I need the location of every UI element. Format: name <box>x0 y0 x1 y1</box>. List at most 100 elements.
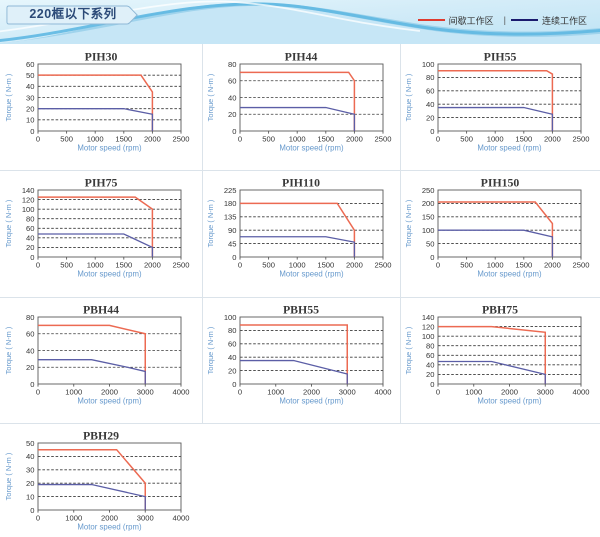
svg-text:60: 60 <box>26 224 34 233</box>
svg-text:Motor speed (rpm): Motor speed (rpm) <box>477 397 542 406</box>
svg-text:20: 20 <box>26 363 34 372</box>
svg-text:0: 0 <box>430 380 434 389</box>
svg-text:40: 40 <box>228 353 236 362</box>
svg-text:1500: 1500 <box>115 135 132 144</box>
svg-text:2500: 2500 <box>573 261 590 270</box>
svg-text:1500: 1500 <box>317 261 334 270</box>
svg-text:40: 40 <box>26 452 34 461</box>
svg-text:40: 40 <box>426 100 434 109</box>
svg-text:40: 40 <box>228 93 236 102</box>
svg-text:2000: 2000 <box>501 388 518 397</box>
svg-text:40: 40 <box>26 82 34 91</box>
svg-text:30: 30 <box>26 93 34 102</box>
svg-text:0: 0 <box>238 388 242 397</box>
svg-text:40: 40 <box>426 361 434 370</box>
svg-text:1500: 1500 <box>515 261 532 270</box>
svg-text:1000: 1000 <box>87 261 104 270</box>
svg-text:45: 45 <box>228 239 236 248</box>
svg-text:2500: 2500 <box>375 261 392 270</box>
svg-text:2000: 2000 <box>144 261 161 270</box>
svg-text:Motor speed (rpm): Motor speed (rpm) <box>77 523 142 532</box>
svg-text:Motor speed (rpm): Motor speed (rpm) <box>77 270 142 279</box>
svg-text:140: 140 <box>422 313 435 322</box>
svg-text:3000: 3000 <box>137 388 154 397</box>
svg-text:0: 0 <box>36 261 40 270</box>
svg-text:50: 50 <box>26 439 34 448</box>
svg-text:80: 80 <box>426 342 434 351</box>
svg-text:Motor speed (rpm): Motor speed (rpm) <box>77 144 142 153</box>
svg-text:80: 80 <box>26 215 34 224</box>
svg-text:60: 60 <box>26 330 34 339</box>
svg-text:500: 500 <box>60 135 73 144</box>
svg-text:Torque ( N-m ): Torque ( N-m ) <box>404 200 413 248</box>
svg-text:2500: 2500 <box>573 135 590 144</box>
svg-text:90: 90 <box>228 226 236 235</box>
svg-text:10: 10 <box>26 492 34 501</box>
svg-text:Torque ( N-m ): Torque ( N-m ) <box>404 327 413 375</box>
svg-text:PIH30: PIH30 <box>85 50 118 64</box>
svg-text:Torque ( N-m ): Torque ( N-m ) <box>4 327 13 375</box>
svg-text:60: 60 <box>228 77 236 86</box>
svg-text:PIH55: PIH55 <box>484 50 517 64</box>
svg-text:100: 100 <box>422 60 435 69</box>
svg-text:50: 50 <box>426 239 434 248</box>
svg-text:135: 135 <box>224 213 237 222</box>
svg-text:40: 40 <box>26 234 34 243</box>
svg-text:1000: 1000 <box>487 261 504 270</box>
svg-text:Motor speed (rpm): Motor speed (rpm) <box>77 397 142 406</box>
svg-text:50: 50 <box>26 71 34 80</box>
svg-text:20: 20 <box>426 113 434 122</box>
svg-text:100: 100 <box>22 205 35 214</box>
svg-text:500: 500 <box>460 135 473 144</box>
svg-text:225: 225 <box>224 186 237 195</box>
svg-text:PBH29: PBH29 <box>83 429 119 443</box>
svg-text:20: 20 <box>26 104 34 113</box>
svg-text:0: 0 <box>36 135 40 144</box>
svg-text:0: 0 <box>36 388 40 397</box>
svg-text:1000: 1000 <box>465 388 482 397</box>
svg-text:Torque ( N-m ): Torque ( N-m ) <box>206 200 215 248</box>
svg-text:0: 0 <box>30 127 34 136</box>
svg-text:0: 0 <box>36 514 40 523</box>
svg-text:0: 0 <box>232 253 236 262</box>
svg-text:4000: 4000 <box>375 388 392 397</box>
svg-text:0: 0 <box>232 127 236 136</box>
svg-text:20: 20 <box>228 366 236 375</box>
svg-text:150: 150 <box>422 213 435 222</box>
svg-text:Torque ( N-m ): Torque ( N-m ) <box>4 74 13 122</box>
svg-text:PIH110: PIH110 <box>282 176 320 190</box>
svg-text:0: 0 <box>430 127 434 136</box>
svg-text:180: 180 <box>224 199 237 208</box>
svg-text:20: 20 <box>228 110 236 119</box>
svg-text:0: 0 <box>30 506 34 515</box>
svg-text:2000: 2000 <box>144 135 161 144</box>
svg-text:PBH55: PBH55 <box>283 303 319 317</box>
svg-text:Torque ( N-m ): Torque ( N-m ) <box>4 200 13 248</box>
svg-text:2000: 2000 <box>101 514 118 523</box>
svg-text:500: 500 <box>262 135 275 144</box>
svg-text:Motor speed (rpm): Motor speed (rpm) <box>477 144 542 153</box>
svg-text:60: 60 <box>426 351 434 360</box>
svg-text:PBH44: PBH44 <box>83 303 119 317</box>
svg-text:0: 0 <box>436 135 440 144</box>
svg-text:4000: 4000 <box>173 514 190 523</box>
svg-text:0: 0 <box>436 261 440 270</box>
svg-text:30: 30 <box>26 466 34 475</box>
svg-text:100: 100 <box>422 332 435 341</box>
svg-text:140: 140 <box>22 186 35 195</box>
svg-text:0: 0 <box>30 380 34 389</box>
svg-text:60: 60 <box>426 87 434 96</box>
svg-text:20: 20 <box>26 479 34 488</box>
svg-text:2000: 2000 <box>544 135 561 144</box>
svg-text:80: 80 <box>26 313 34 322</box>
svg-text:2000: 2000 <box>544 261 561 270</box>
svg-text:120: 120 <box>422 322 435 331</box>
svg-text:80: 80 <box>426 73 434 82</box>
svg-text:0: 0 <box>232 380 236 389</box>
svg-text:120: 120 <box>22 195 35 204</box>
svg-text:4000: 4000 <box>173 388 190 397</box>
svg-text:1000: 1000 <box>87 135 104 144</box>
svg-text:20: 20 <box>26 243 34 252</box>
svg-text:40: 40 <box>26 346 34 355</box>
svg-text:500: 500 <box>460 261 473 270</box>
